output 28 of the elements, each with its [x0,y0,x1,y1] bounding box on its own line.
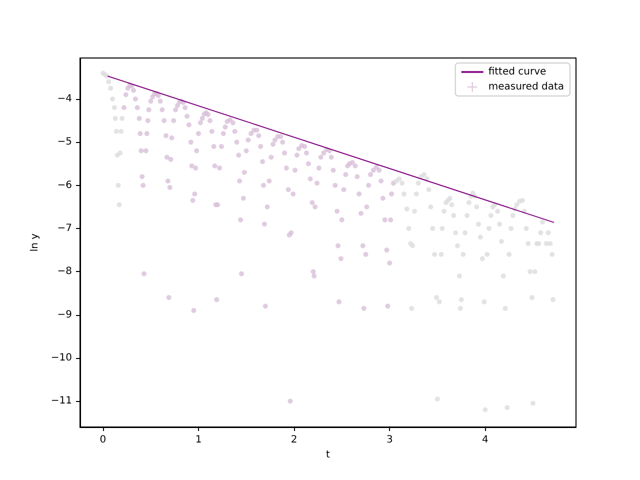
x-tick-label: 0 [100,434,106,446]
y-tick-label: −6 [57,180,72,191]
point [112,105,117,110]
point [112,116,118,121]
point [110,96,115,102]
point [108,86,114,91]
x-tick-label: 1 [195,434,202,446]
point [116,182,121,188]
y-tick-label: −4 [57,94,72,104]
y-tick-label: −9 [57,309,72,320]
legend-label: fitted curve [488,66,546,78]
x-tick-label: 2 [290,434,298,446]
point [114,128,119,134]
y-tick-label: −5 [57,136,72,148]
point [118,128,124,134]
legend-label: measured data [488,82,564,92]
point [118,150,123,156]
x-tick-label: 4 [482,434,488,446]
x-axis-title: t [326,449,330,460]
y-tick-label: −7 [57,222,72,234]
y-axis-title: ln y [29,233,40,252]
x-tick-label: 3 [386,434,393,446]
point [120,116,125,121]
y-tick-label: −11 [50,396,72,407]
y-tick-label: −8 [57,266,72,278]
point [116,202,122,208]
point [106,79,112,84]
y-tick-label: −10 [50,352,72,364]
